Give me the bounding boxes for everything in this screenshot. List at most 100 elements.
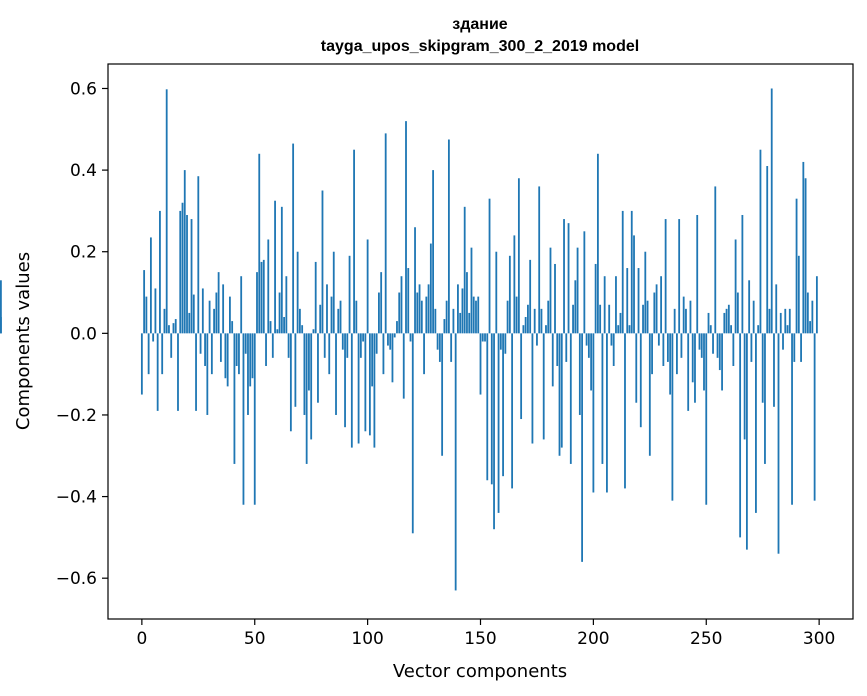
bar-281	[775, 284, 778, 334]
bar-237	[676, 333, 678, 375]
bar-185	[558, 333, 561, 456]
bar-135	[445, 300, 448, 334]
bar-23	[192, 294, 195, 334]
bar-106	[380, 272, 383, 334]
bar-146	[470, 247, 473, 334]
bar-14	[172, 323, 175, 334]
y-tick-label: −0.4	[56, 488, 97, 508]
bar-239	[680, 333, 683, 358]
bars-group	[0, 88, 818, 591]
bar-290	[795, 198, 798, 334]
bar-96	[357, 333, 360, 444]
bar-107	[382, 333, 385, 375]
bar-3	[147, 333, 150, 375]
bar-198	[587, 333, 590, 358]
y-tick-label: 0.2	[70, 243, 97, 263]
bar-129	[432, 170, 434, 334]
bar-180	[547, 300, 550, 334]
x-tick-label: 200	[577, 629, 609, 649]
bar-169	[522, 325, 525, 334]
x-axis-label: Vector components	[393, 661, 567, 682]
bar-276	[764, 333, 766, 464]
bar-104	[375, 333, 378, 354]
bar-37	[224, 333, 227, 379]
bar-95	[355, 300, 358, 334]
y-tick-label: 0.0	[70, 324, 97, 344]
bar-233	[666, 333, 669, 362]
bar-74	[308, 333, 310, 391]
x-tick-label: 250	[690, 629, 722, 649]
bar-183	[554, 263, 556, 334]
bar-51	[256, 272, 258, 334]
bar-272	[755, 333, 757, 513]
bar-202	[596, 153, 599, 334]
bar-137	[450, 333, 453, 362]
bar-101	[368, 333, 371, 436]
bar-151	[481, 333, 484, 342]
bar-116	[402, 333, 405, 399]
bar-170	[524, 317, 527, 334]
bar-199	[590, 333, 593, 391]
bar-275	[761, 333, 764, 403]
bar-119	[409, 333, 412, 342]
bar-5	[152, 333, 155, 342]
bar-178	[542, 333, 545, 440]
bar-215	[626, 268, 629, 334]
bar-206	[606, 333, 608, 493]
bar-60	[276, 329, 279, 334]
bar-99	[364, 333, 367, 432]
bar-115	[400, 276, 403, 334]
bar-124	[420, 300, 423, 334]
bar-230	[660, 276, 663, 334]
bar-6	[154, 288, 157, 334]
bar-231	[662, 333, 665, 366]
bar-160	[502, 333, 504, 477]
bar-67	[292, 143, 295, 334]
bar-98	[362, 333, 365, 342]
bar-72	[303, 333, 306, 415]
bar-83	[328, 333, 331, 375]
bar-243	[689, 300, 692, 334]
bar-259	[725, 308, 728, 334]
bar-142	[461, 288, 464, 334]
bar-171	[527, 304, 529, 334]
bar-163	[508, 255, 511, 334]
bar-147	[472, 296, 475, 334]
bar-122	[416, 292, 419, 334]
bar-134	[443, 319, 446, 334]
bar-91	[346, 333, 349, 358]
bar-265	[739, 333, 742, 538]
bar-177	[540, 308, 543, 334]
bar-167	[517, 178, 520, 334]
bar-213	[621, 210, 624, 334]
bar-181	[549, 247, 552, 334]
bar-162	[506, 300, 509, 334]
bar-242	[687, 333, 690, 411]
bar-46	[244, 333, 247, 354]
y-tick-label: −0.6	[56, 569, 97, 589]
bar-186	[560, 333, 563, 448]
bar-65	[287, 333, 290, 358]
bar-84	[330, 296, 333, 334]
bar-161	[504, 333, 507, 354]
bar-222	[642, 304, 644, 334]
bar-246	[696, 214, 699, 334]
bar-256	[718, 333, 721, 371]
bar-53	[260, 261, 263, 334]
bar-238	[678, 219, 681, 334]
bar-152	[484, 333, 486, 342]
bar-13	[170, 333, 173, 358]
bar-209	[612, 333, 615, 366]
bar-55	[265, 333, 267, 366]
bar-232	[664, 219, 667, 334]
bar-15	[174, 319, 177, 334]
bar-32	[213, 308, 216, 334]
bar-254	[714, 186, 717, 334]
bar-2	[145, 296, 148, 334]
bar-257	[721, 333, 723, 391]
bar-149	[477, 296, 480, 334]
bar-undefined	[0, 280, 2, 334]
bar-176	[538, 186, 541, 334]
bar-218	[633, 235, 635, 334]
y-tick-label: 0.6	[70, 79, 97, 99]
